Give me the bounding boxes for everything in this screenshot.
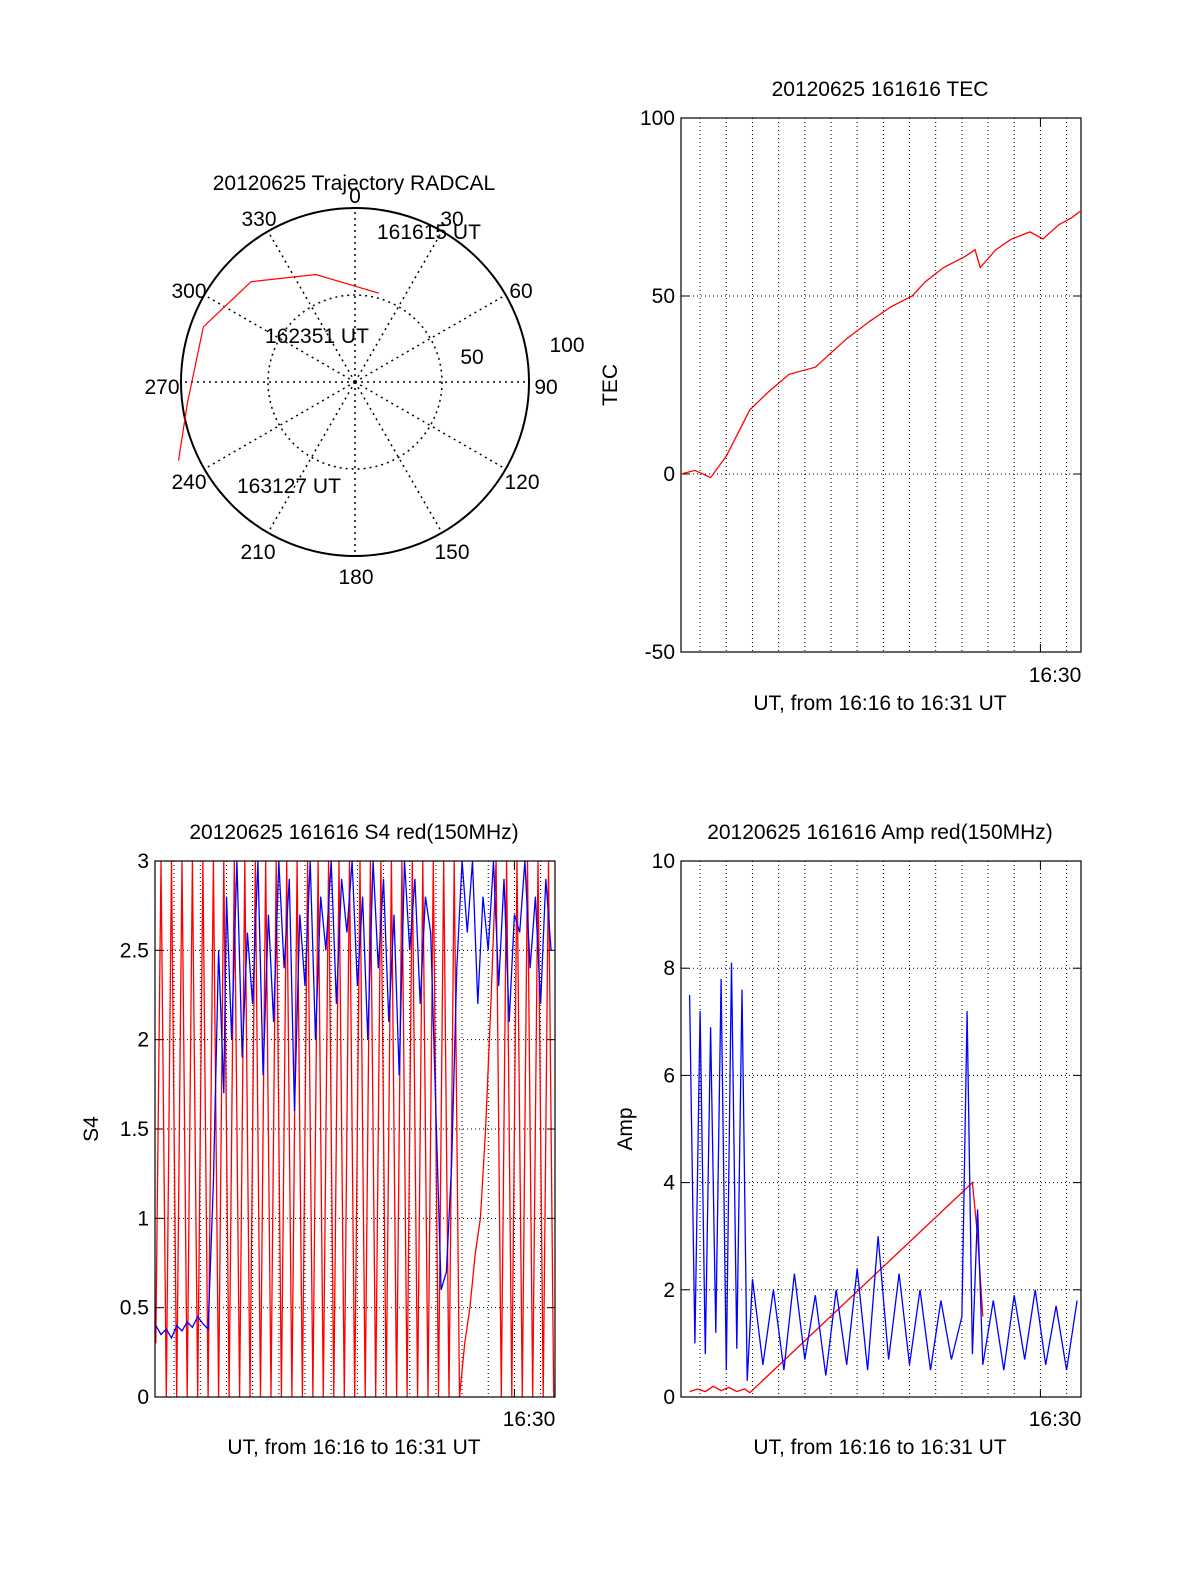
s4-data-lines (155, 860, 555, 1398)
trajectory-spoke-150 (354, 381, 443, 534)
s4-y-axis-label: S4 (80, 1116, 103, 1142)
y-tick-label: 0.5 (120, 1297, 149, 1320)
y-tick-label: 4 (663, 1172, 675, 1195)
trajectory-panel: 20120625 Trajectory RADCAL 0 30 60 90 12… (144, 172, 584, 589)
y-tick-label: 8 (663, 957, 675, 980)
tec-y-axis-label: TEC (599, 364, 622, 406)
amp-series-blue-line (688, 962, 1078, 1381)
az-label-30: 30 (440, 208, 463, 231)
az-label-240: 240 (171, 471, 206, 494)
y-tick-label: 100 (640, 107, 675, 130)
tec-title: 20120625 161616 TEC (772, 78, 989, 101)
y-tick-label: 0 (663, 463, 675, 486)
track-annotation-start: 161615 UT (377, 221, 481, 244)
s4-title: 20120625 161616 S4 red(150MHz) (189, 821, 518, 844)
s4-x-axis-label: UT, from 16:16 to 16:31 UT (227, 1436, 480, 1459)
tec-x-tick-label: 16:30 (1029, 664, 1082, 687)
az-label-210: 210 (240, 541, 275, 564)
az-label-330: 330 (241, 208, 276, 231)
az-label-0: 0 (349, 185, 361, 208)
s4-x-tick-label: 16:30 (503, 1408, 556, 1431)
s4-panel: 20120625 161616 S4 red(150MHz) 0 0.5 1 1.5 2… (80, 821, 556, 1459)
y-tick-label: 10 (652, 850, 675, 873)
y-tick-label: 0 (137, 1386, 149, 1409)
az-label-90: 90 (534, 376, 557, 399)
amp-x-tick-label: 16:30 (1029, 1408, 1082, 1431)
amp-y-axis-label: Amp (614, 1107, 637, 1150)
track-annotation-mid: 162351 UT (265, 325, 369, 348)
az-label-300: 300 (171, 280, 206, 303)
az-label-120: 120 (504, 471, 539, 494)
amp-title: 20120625 161616 Amp red(150MHz) (707, 821, 1053, 844)
y-tick-label: 2.5 (120, 939, 149, 962)
trajectory-track (177, 273, 379, 461)
trajectory-ring-50 (267, 294, 443, 470)
trajectory-spoke-30 (354, 230, 443, 383)
y-tick-label: 2 (663, 1279, 675, 1302)
y-tick-label: 3 (137, 850, 149, 873)
az-label-180: 180 (338, 566, 373, 589)
amp-series-red-line (689, 1181, 984, 1394)
trajectory-spoke-210 (267, 381, 356, 534)
amp-data-lines (688, 962, 1078, 1394)
y-tick-label: 50 (652, 285, 675, 308)
trajectory-spokes (181, 208, 529, 556)
tec-y-ticks: -50 0 50 100 (640, 107, 1081, 664)
az-label-150: 150 (434, 541, 469, 564)
amp-panel: 20120625 161616 Amp red(150MHz) 0246810 … (614, 821, 1082, 1459)
tec-panel: 20120625 161616 TEC -50 0 50 100 16:30 UT, … (599, 78, 1082, 715)
trajectory-title: 20120625 Trajectory RADCAL (213, 172, 496, 195)
az-label-270: 270 (144, 376, 179, 399)
az-label-60: 60 (509, 280, 532, 303)
amp-plot-frame (680, 860, 1082, 1398)
s4-series-red-line (155, 860, 555, 1398)
tec-data-lines (680, 210, 1082, 479)
trajectory-spoke-240 (203, 381, 356, 470)
tec-series-red-line (680, 210, 1082, 479)
trajectory-spoke-330 (267, 230, 356, 383)
trajectory-outer-ring (180, 207, 530, 557)
radius-label-100: 100 (549, 334, 584, 357)
y-tick-label: 1 (137, 1207, 149, 1230)
trajectory-spoke-300 (203, 294, 356, 383)
tec-grid (681, 117, 1081, 653)
amp-x-axis-label: UT, from 16:16 to 16:31 UT (753, 1436, 1006, 1459)
y-tick-label: 0 (663, 1386, 675, 1409)
radius-label-50: 50 (460, 346, 483, 369)
tec-plot-frame (680, 117, 1082, 653)
y-tick-label: 2 (137, 1029, 149, 1052)
y-tick-label: 6 (663, 1064, 675, 1087)
y-tick-label: -50 (645, 641, 675, 664)
y-tick-label: 1.5 (120, 1118, 149, 1141)
trajectory-spoke-120 (354, 381, 507, 470)
amp-y-ticks: 0 2 4 6 8 10 (652, 850, 1081, 1409)
trajectory-spoke-60 (354, 294, 507, 383)
s4-y-ticks: 0 0.5 1 1.5 2 2.5 3 (120, 850, 555, 1409)
amp-grid (681, 860, 1081, 1398)
track-annotation-end: 163127 UT (237, 475, 341, 498)
tec-x-axis-label: UT, from 16:16 to 16:31 UT (753, 692, 1006, 715)
